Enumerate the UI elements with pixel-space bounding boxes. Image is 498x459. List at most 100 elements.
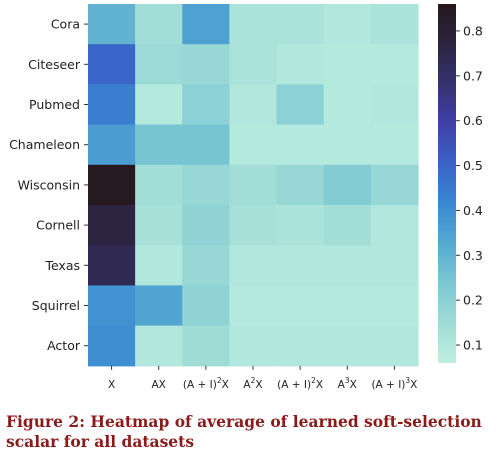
heatmap-cell bbox=[182, 84, 231, 126]
heatmap-cell bbox=[370, 325, 419, 367]
heatmap-cell bbox=[323, 325, 372, 367]
column-label-base: X bbox=[108, 379, 115, 391]
figure-caption: Figure 2: Heatmap of average of learned … bbox=[6, 412, 482, 451]
heatmap-cell bbox=[88, 4, 136, 45]
heatmap-cell bbox=[229, 164, 278, 206]
column-label-superscript: 2 bbox=[251, 376, 256, 385]
colorbar-tick-label: 0.4 bbox=[463, 203, 483, 218]
heatmap-cell bbox=[182, 205, 231, 246]
heatmap-cells bbox=[88, 4, 419, 367]
row-label: Cornell bbox=[36, 218, 80, 233]
column-label-base: (A + I) bbox=[371, 379, 405, 391]
column-label: X bbox=[108, 379, 115, 391]
heatmap-cell bbox=[182, 44, 231, 85]
column-label: AX bbox=[152, 379, 166, 391]
heatmap-cell bbox=[276, 84, 325, 126]
colorbar-ticks: 0.1 0.2 0.3 0.4 0.5 0.6 0.7 0.8 bbox=[456, 23, 483, 353]
column-label-base: AX bbox=[152, 379, 166, 391]
heatmap-cell bbox=[323, 84, 372, 126]
column-label-base: (A + I) bbox=[183, 379, 217, 391]
heatmap-cell bbox=[370, 205, 419, 246]
row-label: Texas bbox=[44, 258, 80, 273]
colorbar-tick-label: 0.2 bbox=[463, 293, 483, 308]
heatmap-cell bbox=[135, 325, 183, 367]
heatmap-cell bbox=[135, 285, 183, 327]
colorbar-tick-label: 0.6 bbox=[463, 113, 483, 128]
heatmap-cell bbox=[370, 245, 419, 286]
heatmap-cell bbox=[182, 4, 231, 45]
heatmap-cell bbox=[88, 245, 136, 286]
column-label-tail: X bbox=[350, 379, 357, 391]
heatmap-cell bbox=[276, 325, 325, 367]
column-label-base: (A + I) bbox=[277, 379, 311, 391]
heatmap-cell bbox=[276, 245, 325, 286]
heatmap-figure: Cora Citeseer Pubmed Chameleon Wisconsin Corn… bbox=[9, 4, 483, 391]
column-label-superscript: 3 bbox=[345, 376, 350, 385]
column-label-superscript: 3 bbox=[405, 376, 410, 385]
heatmap-cell bbox=[88, 205, 136, 246]
heatmap-cell bbox=[370, 44, 419, 85]
heatmap-cell bbox=[370, 285, 419, 327]
heatmap-cell bbox=[135, 84, 183, 126]
column-label: (A + I)3X bbox=[371, 376, 417, 391]
colorbar-tick-label: 0.8 bbox=[463, 23, 483, 38]
row-label: Pubmed bbox=[29, 97, 80, 112]
row-labels: Cora Citeseer Pubmed Chameleon Wisconsin Corn… bbox=[9, 17, 88, 353]
heatmap-cell bbox=[182, 164, 231, 206]
heatmap-cell bbox=[323, 124, 372, 166]
heatmap-cell bbox=[182, 124, 231, 166]
heatmap-cell bbox=[323, 164, 372, 206]
column-label-tail: X bbox=[316, 379, 323, 391]
heatmap-cell bbox=[323, 44, 372, 85]
column-label-base: A bbox=[338, 379, 346, 391]
heatmap-cell bbox=[323, 285, 372, 327]
colorbar-tick-label: 0.7 bbox=[463, 68, 483, 83]
colorbar-tick-label: 0.3 bbox=[463, 248, 483, 263]
row-label: Actor bbox=[47, 338, 81, 353]
heatmap-cell bbox=[135, 245, 183, 286]
heatmap-cell bbox=[182, 325, 231, 367]
column-label-tail: X bbox=[255, 379, 262, 391]
heatmap-cell bbox=[135, 124, 183, 166]
heatmap-cell bbox=[88, 164, 136, 206]
colorbar bbox=[438, 4, 456, 363]
heatmap-cell bbox=[276, 4, 325, 45]
heatmap-cell bbox=[276, 124, 325, 166]
heatmap-cell bbox=[88, 44, 136, 85]
column-labels: X AX (A + I)2X A2X (A + I)2X A3X (A + I)3X bbox=[108, 365, 417, 391]
heatmap-cell bbox=[370, 124, 419, 166]
heatmap-cell bbox=[135, 205, 183, 246]
heatmap-cell bbox=[370, 84, 419, 126]
heatmap-cell bbox=[135, 164, 183, 206]
column-label: (A + I)2X bbox=[277, 376, 323, 391]
heatmap-cell bbox=[323, 245, 372, 286]
column-label-superscript: 2 bbox=[311, 376, 316, 385]
heatmap-cell bbox=[135, 4, 183, 45]
heatmap-cell bbox=[229, 325, 278, 367]
column-label: A3X bbox=[338, 376, 357, 391]
row-label: Squirrel bbox=[32, 298, 80, 313]
heatmap-cell bbox=[229, 245, 278, 286]
row-label: Cora bbox=[51, 17, 80, 32]
heatmap-cell bbox=[370, 4, 419, 45]
heatmap-cell bbox=[88, 124, 136, 166]
heatmap-cell bbox=[276, 164, 325, 206]
heatmap-cell bbox=[229, 285, 278, 327]
column-label-superscript: 2 bbox=[217, 376, 222, 385]
heatmap-cell bbox=[229, 84, 278, 126]
column-label-tail: X bbox=[222, 379, 229, 391]
heatmap-cell bbox=[276, 44, 325, 85]
colorbar-tick-label: 0.1 bbox=[463, 338, 483, 353]
heatmap-cell bbox=[88, 285, 136, 327]
heatmap-cell bbox=[229, 44, 278, 85]
row-label: Chameleon bbox=[9, 137, 80, 152]
heatmap-cell bbox=[370, 164, 419, 206]
heatmap-cell bbox=[88, 325, 136, 367]
heatmap-cell bbox=[229, 205, 278, 246]
column-label-base: A bbox=[243, 379, 251, 391]
column-label-tail: X bbox=[410, 379, 417, 391]
heatmap-cell bbox=[276, 285, 325, 327]
heatmap-cell bbox=[135, 44, 183, 85]
heatmap-cell bbox=[323, 205, 372, 246]
column-label: A2X bbox=[243, 376, 262, 391]
